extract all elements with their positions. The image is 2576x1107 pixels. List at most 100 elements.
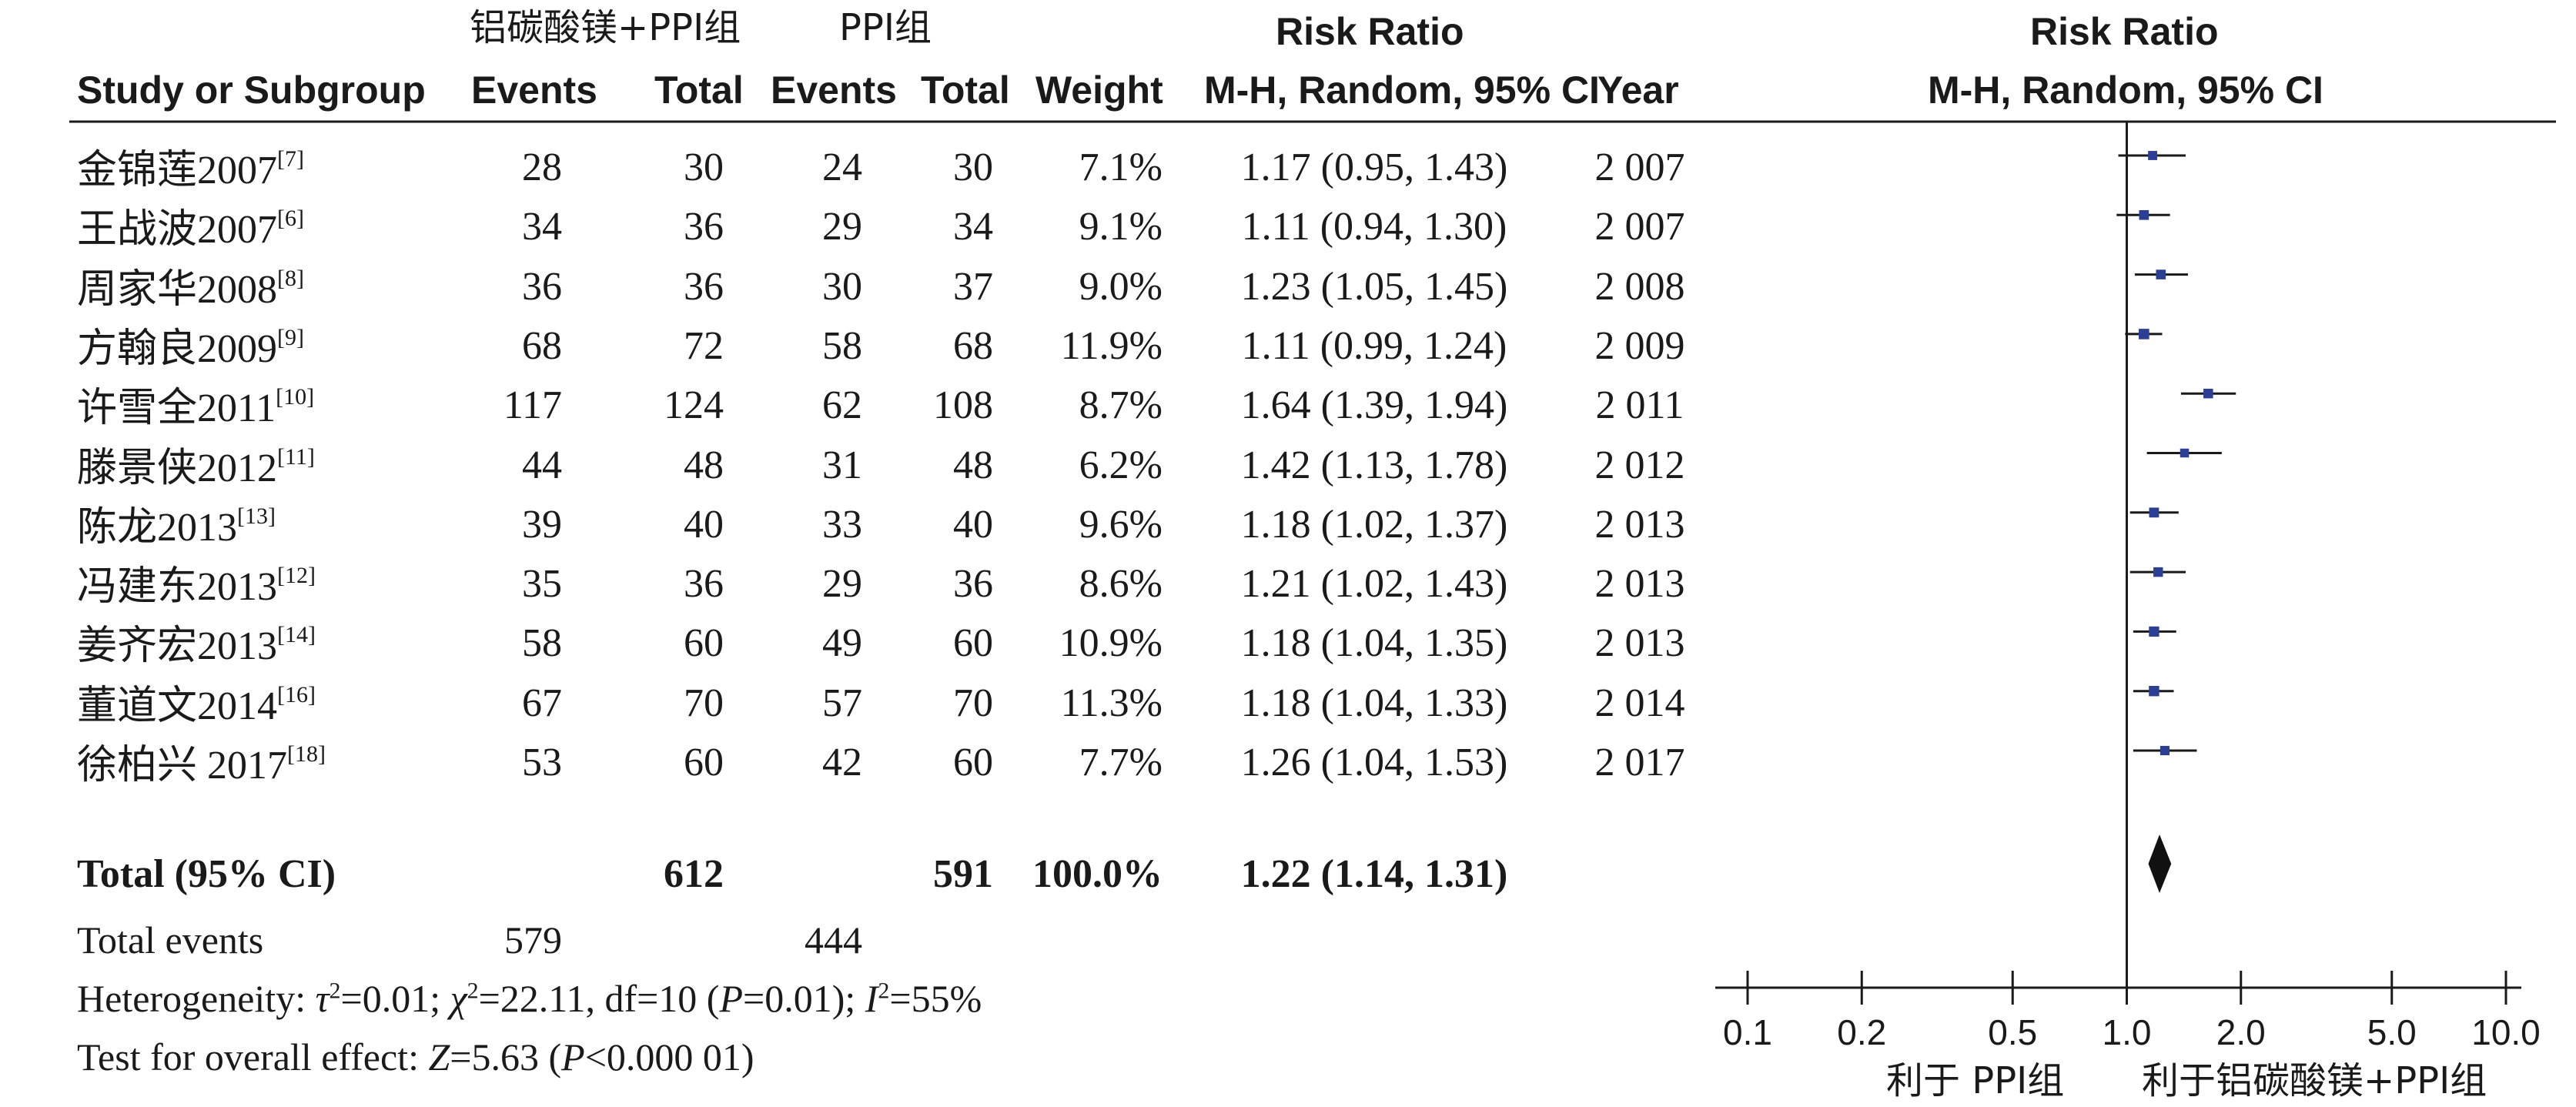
total-total1: 612: [664, 852, 724, 896]
study-e1: 58: [522, 621, 562, 665]
events2-column-header: Events: [771, 69, 897, 112]
method-plot-header: M-H, Random, 95% CI: [1928, 69, 2323, 112]
favours-left-label: 利于 PPI组: [1886, 1059, 2065, 1102]
study-t1: 40: [684, 503, 724, 547]
study-name: 金锦莲2007[7]: [77, 148, 304, 191]
pooled-effect-diamond: [2148, 834, 2172, 893]
study-e2: 42: [822, 741, 862, 784]
study-name: 冯建东2013[12]: [77, 564, 316, 607]
study-year: 2 013: [1594, 503, 1685, 547]
study-ci: 1.42 (1.13, 1.78): [1240, 443, 1508, 487]
study-ci: 1.18 (1.04, 1.33): [1240, 681, 1508, 725]
study-reference: [7]: [277, 146, 304, 172]
study-name-text: 许雪全2011: [77, 386, 276, 430]
study-year: 2 014: [1594, 681, 1685, 725]
study-e2: 49: [822, 621, 862, 665]
study-e1: 68: [522, 324, 562, 368]
study-reference: [18]: [287, 741, 326, 767]
tau-value: =0.01;: [340, 977, 450, 1020]
study-t2: 34: [953, 205, 993, 249]
study-e2: 33: [822, 503, 862, 547]
study-t2: 30: [953, 145, 993, 189]
z-symbol: Z: [428, 1035, 450, 1079]
study-name-text: 王战波2007: [77, 208, 278, 252]
study-name: 许雪全2011[10]: [77, 386, 314, 429]
study-e2: 58: [822, 324, 862, 368]
risk-ratio-header: Risk Ratio: [1276, 10, 1464, 53]
x-axis-tick-label: 0.2: [1837, 1012, 1887, 1052]
group1-header: 铝碳酸镁+PPI组: [470, 6, 741, 49]
study-effect-marker: [2203, 388, 2213, 399]
p-value: =0.01);: [743, 977, 865, 1020]
study-name: 徐柏兴 2017[18]: [77, 743, 326, 786]
study-ci: 1.11 (0.94, 1.30): [1241, 205, 1507, 249]
total-label: Total (95% CI): [77, 852, 336, 896]
study-e2: 57: [822, 681, 862, 725]
study-name-text: 陈龙2013: [77, 506, 238, 550]
year-column-header: Year: [1597, 69, 1679, 112]
study-reference: [6]: [277, 206, 304, 231]
study-name-text: 滕景侠2012: [77, 446, 278, 490]
study-effect-marker: [2149, 686, 2159, 697]
study-t2: 48: [953, 443, 993, 487]
study-t2: 68: [953, 324, 993, 368]
overall-p-symbol: P: [561, 1035, 585, 1079]
heterogeneity-text: Heterogeneity: τ2=0.01; χ2=22.11, df=10 …: [77, 979, 982, 1018]
study-e1: 117: [503, 383, 562, 427]
study-weight: 9.1%: [1079, 205, 1163, 249]
tau-symbol: τ: [315, 977, 330, 1020]
study-t1: 30: [684, 145, 724, 189]
study-reference: [11]: [277, 444, 315, 470]
x-axis-tick-label: 0.1: [1723, 1012, 1772, 1052]
study-e2: 29: [822, 562, 862, 606]
tau-sup: 2: [329, 978, 341, 1004]
study-e1: 53: [522, 741, 562, 784]
chi-sup: 2: [467, 978, 479, 1004]
study-t2: 36: [953, 562, 993, 606]
study-reference: [16]: [277, 682, 316, 707]
weight-column-header: Weight: [1035, 69, 1163, 112]
study-year: 2 012: [1594, 443, 1685, 487]
study-e1: 39: [522, 503, 562, 547]
study-year: 2 009: [1594, 324, 1685, 368]
total-weight: 100.0%: [1032, 852, 1163, 896]
study-weight: 11.3%: [1060, 681, 1163, 725]
group2-header: PPI组: [839, 6, 932, 49]
study-e1: 44: [522, 443, 562, 487]
study-e1: 35: [522, 562, 562, 606]
study-weight: 10.9%: [1059, 621, 1163, 665]
study-weight: 7.1%: [1079, 145, 1163, 189]
total2-column-header: Total: [921, 69, 1010, 112]
study-e1: 34: [522, 205, 562, 249]
study-name: 方翰良2009[9]: [77, 326, 304, 370]
study-e2: 31: [822, 443, 862, 487]
study-e2: 30: [822, 265, 862, 309]
study-t1: 36: [684, 265, 724, 309]
study-year: 2 007: [1594, 145, 1685, 189]
study-year: 2 011: [1595, 383, 1684, 427]
total1-column-header: Total: [654, 69, 744, 112]
study-name-text: 冯建东2013: [77, 565, 278, 609]
study-t1: 36: [684, 562, 724, 606]
x-axis-tick-label: 1.0: [2102, 1012, 2152, 1052]
study-t2: 37: [953, 265, 993, 309]
study-weight: 8.7%: [1079, 383, 1163, 427]
study-year: 2 008: [1594, 265, 1685, 309]
study-ci: 1.18 (1.04, 1.35): [1240, 621, 1508, 665]
study-ci: 1.18 (1.02, 1.37): [1240, 503, 1508, 547]
study-t2: 60: [953, 741, 993, 784]
study-column-header: Study or Subgroup: [77, 69, 426, 112]
study-name: 王战波2007[6]: [77, 207, 304, 250]
z-value: =5.63 (: [450, 1035, 562, 1079]
study-name-text: 徐柏兴 2017: [77, 744, 288, 788]
chi-symbol: χ: [450, 977, 467, 1020]
study-t1: 36: [684, 205, 724, 249]
study-ci: 1.64 (1.39, 1.94): [1240, 383, 1508, 427]
study-name-text: 姜齐宏2013: [77, 624, 278, 668]
heterogeneity-prefix: Heterogeneity:: [77, 977, 316, 1020]
study-name: 滕景侠2012[11]: [77, 446, 315, 489]
study-t2: 70: [953, 681, 993, 725]
study-name: 周家华2008[8]: [77, 267, 304, 310]
study-effect-marker: [2139, 329, 2149, 339]
risk-ratio-plot-header: Risk Ratio: [2030, 10, 2219, 53]
